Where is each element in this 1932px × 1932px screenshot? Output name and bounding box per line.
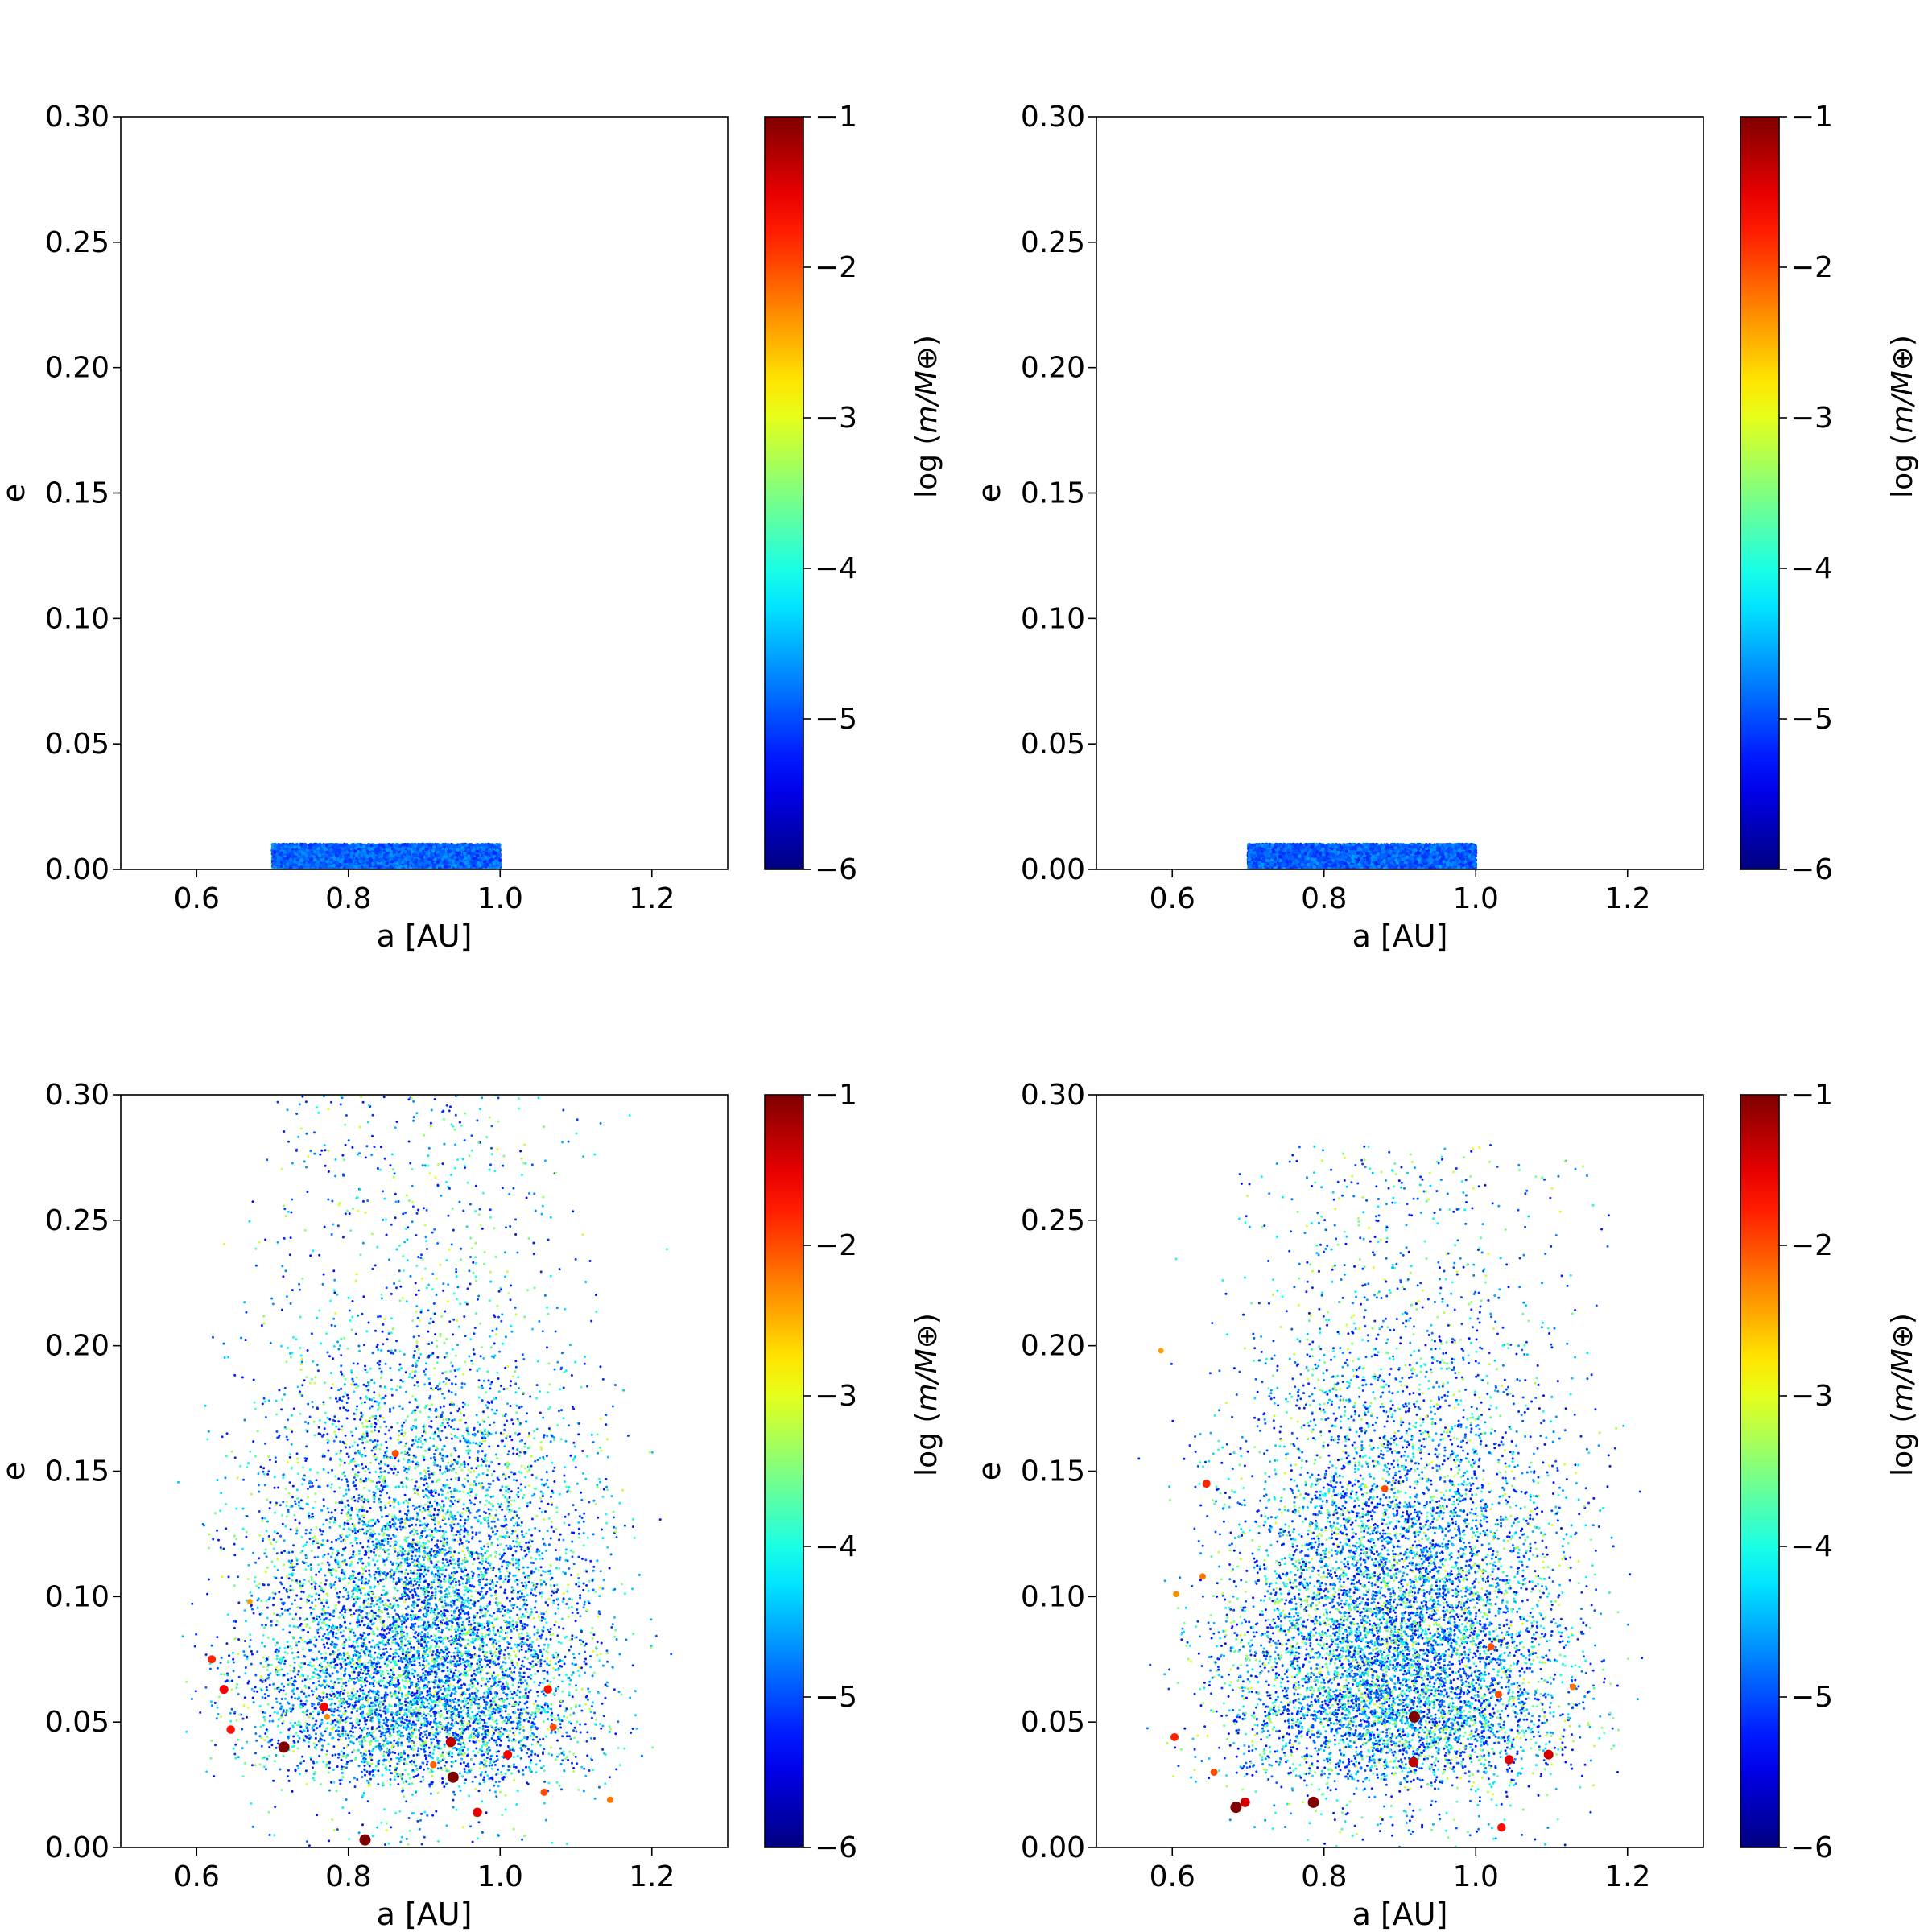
panel-top-left: 0.000.050.100.150.200.250.300.6 0.8 1.0 1.2… bbox=[0, 101, 943, 954]
scatter-points bbox=[270, 842, 502, 869]
